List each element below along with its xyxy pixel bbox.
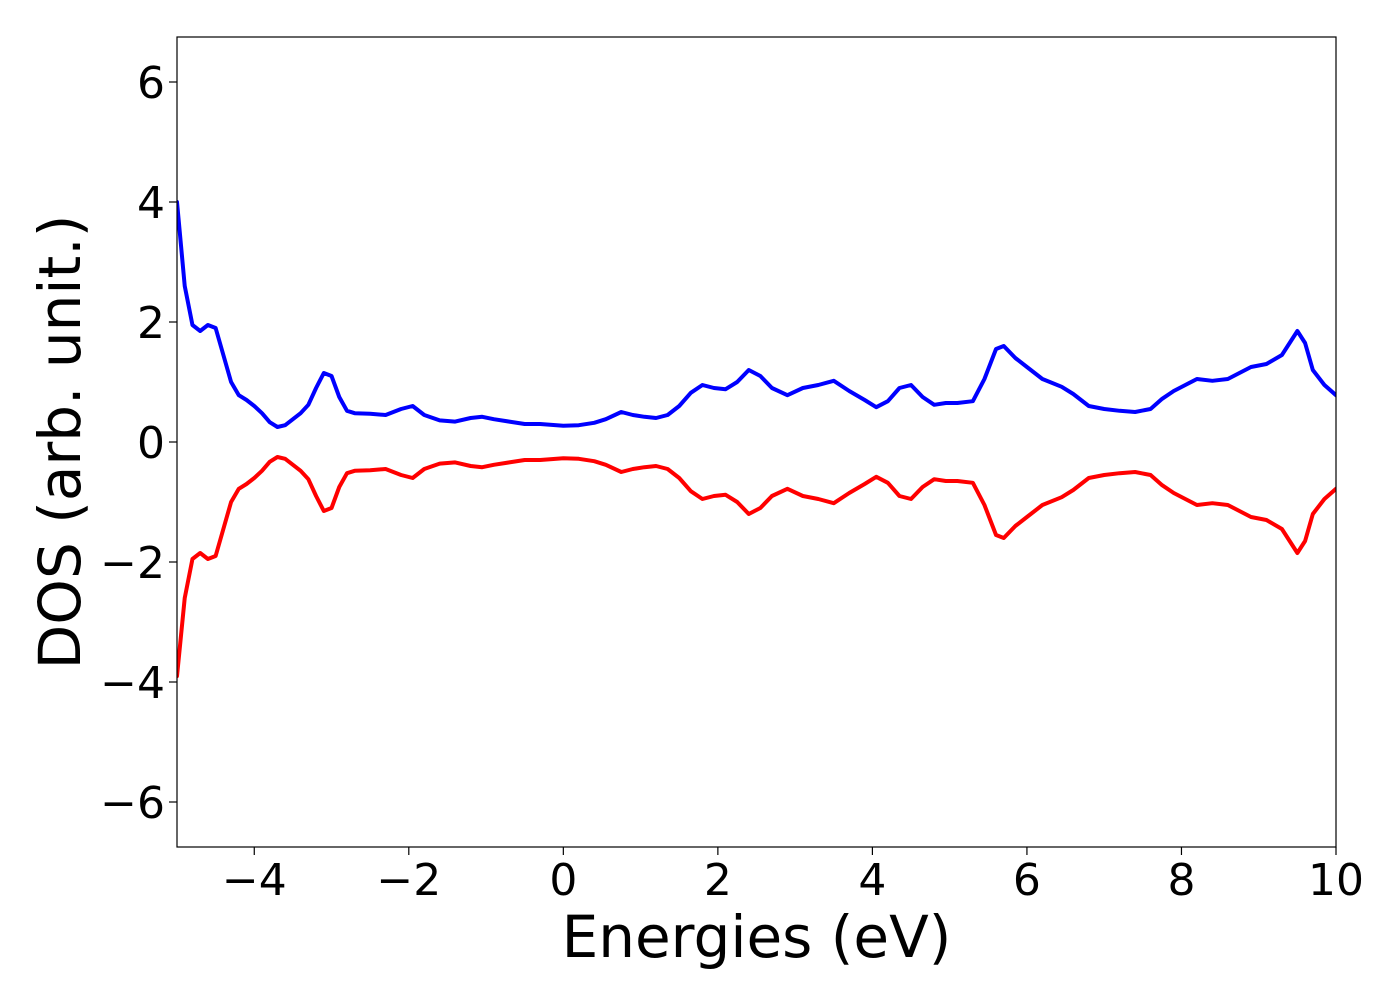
x-tick-label: 4 [858, 855, 886, 906]
y-axis-title: DOS (arb. unit.) [26, 215, 94, 670]
x-tick-label: 2 [704, 855, 732, 906]
y-tick-label: 6 [137, 58, 165, 109]
x-tick-label: 0 [549, 855, 577, 906]
x-axis-title: Energies (eV) [562, 903, 952, 971]
y-tick-label: −2 [100, 538, 165, 589]
y-tick-label: −4 [100, 658, 165, 709]
x-tick-label: −4 [222, 855, 287, 906]
x-tick-label: 6 [1013, 855, 1041, 906]
x-tick-label: 8 [1167, 855, 1195, 906]
x-tick-label: 10 [1308, 855, 1364, 906]
series-line-1 [177, 200, 1336, 429]
series-layer [177, 200, 1336, 678]
x-tick-label: −2 [376, 855, 441, 906]
y-tick-label: 2 [137, 298, 165, 349]
series-line-2 [177, 455, 1336, 678]
plot-frame [176, 36, 1337, 848]
x-axis-ticks: −4 −2 0 2 4 6 8 10 [222, 847, 1364, 906]
y-tick-label: −6 [100, 778, 165, 829]
y-axis-ticks: 6 4 2 0 −2 −4 −6 [100, 58, 177, 829]
y-tick-label: 0 [137, 418, 165, 469]
y-tick-label: 4 [137, 178, 165, 229]
